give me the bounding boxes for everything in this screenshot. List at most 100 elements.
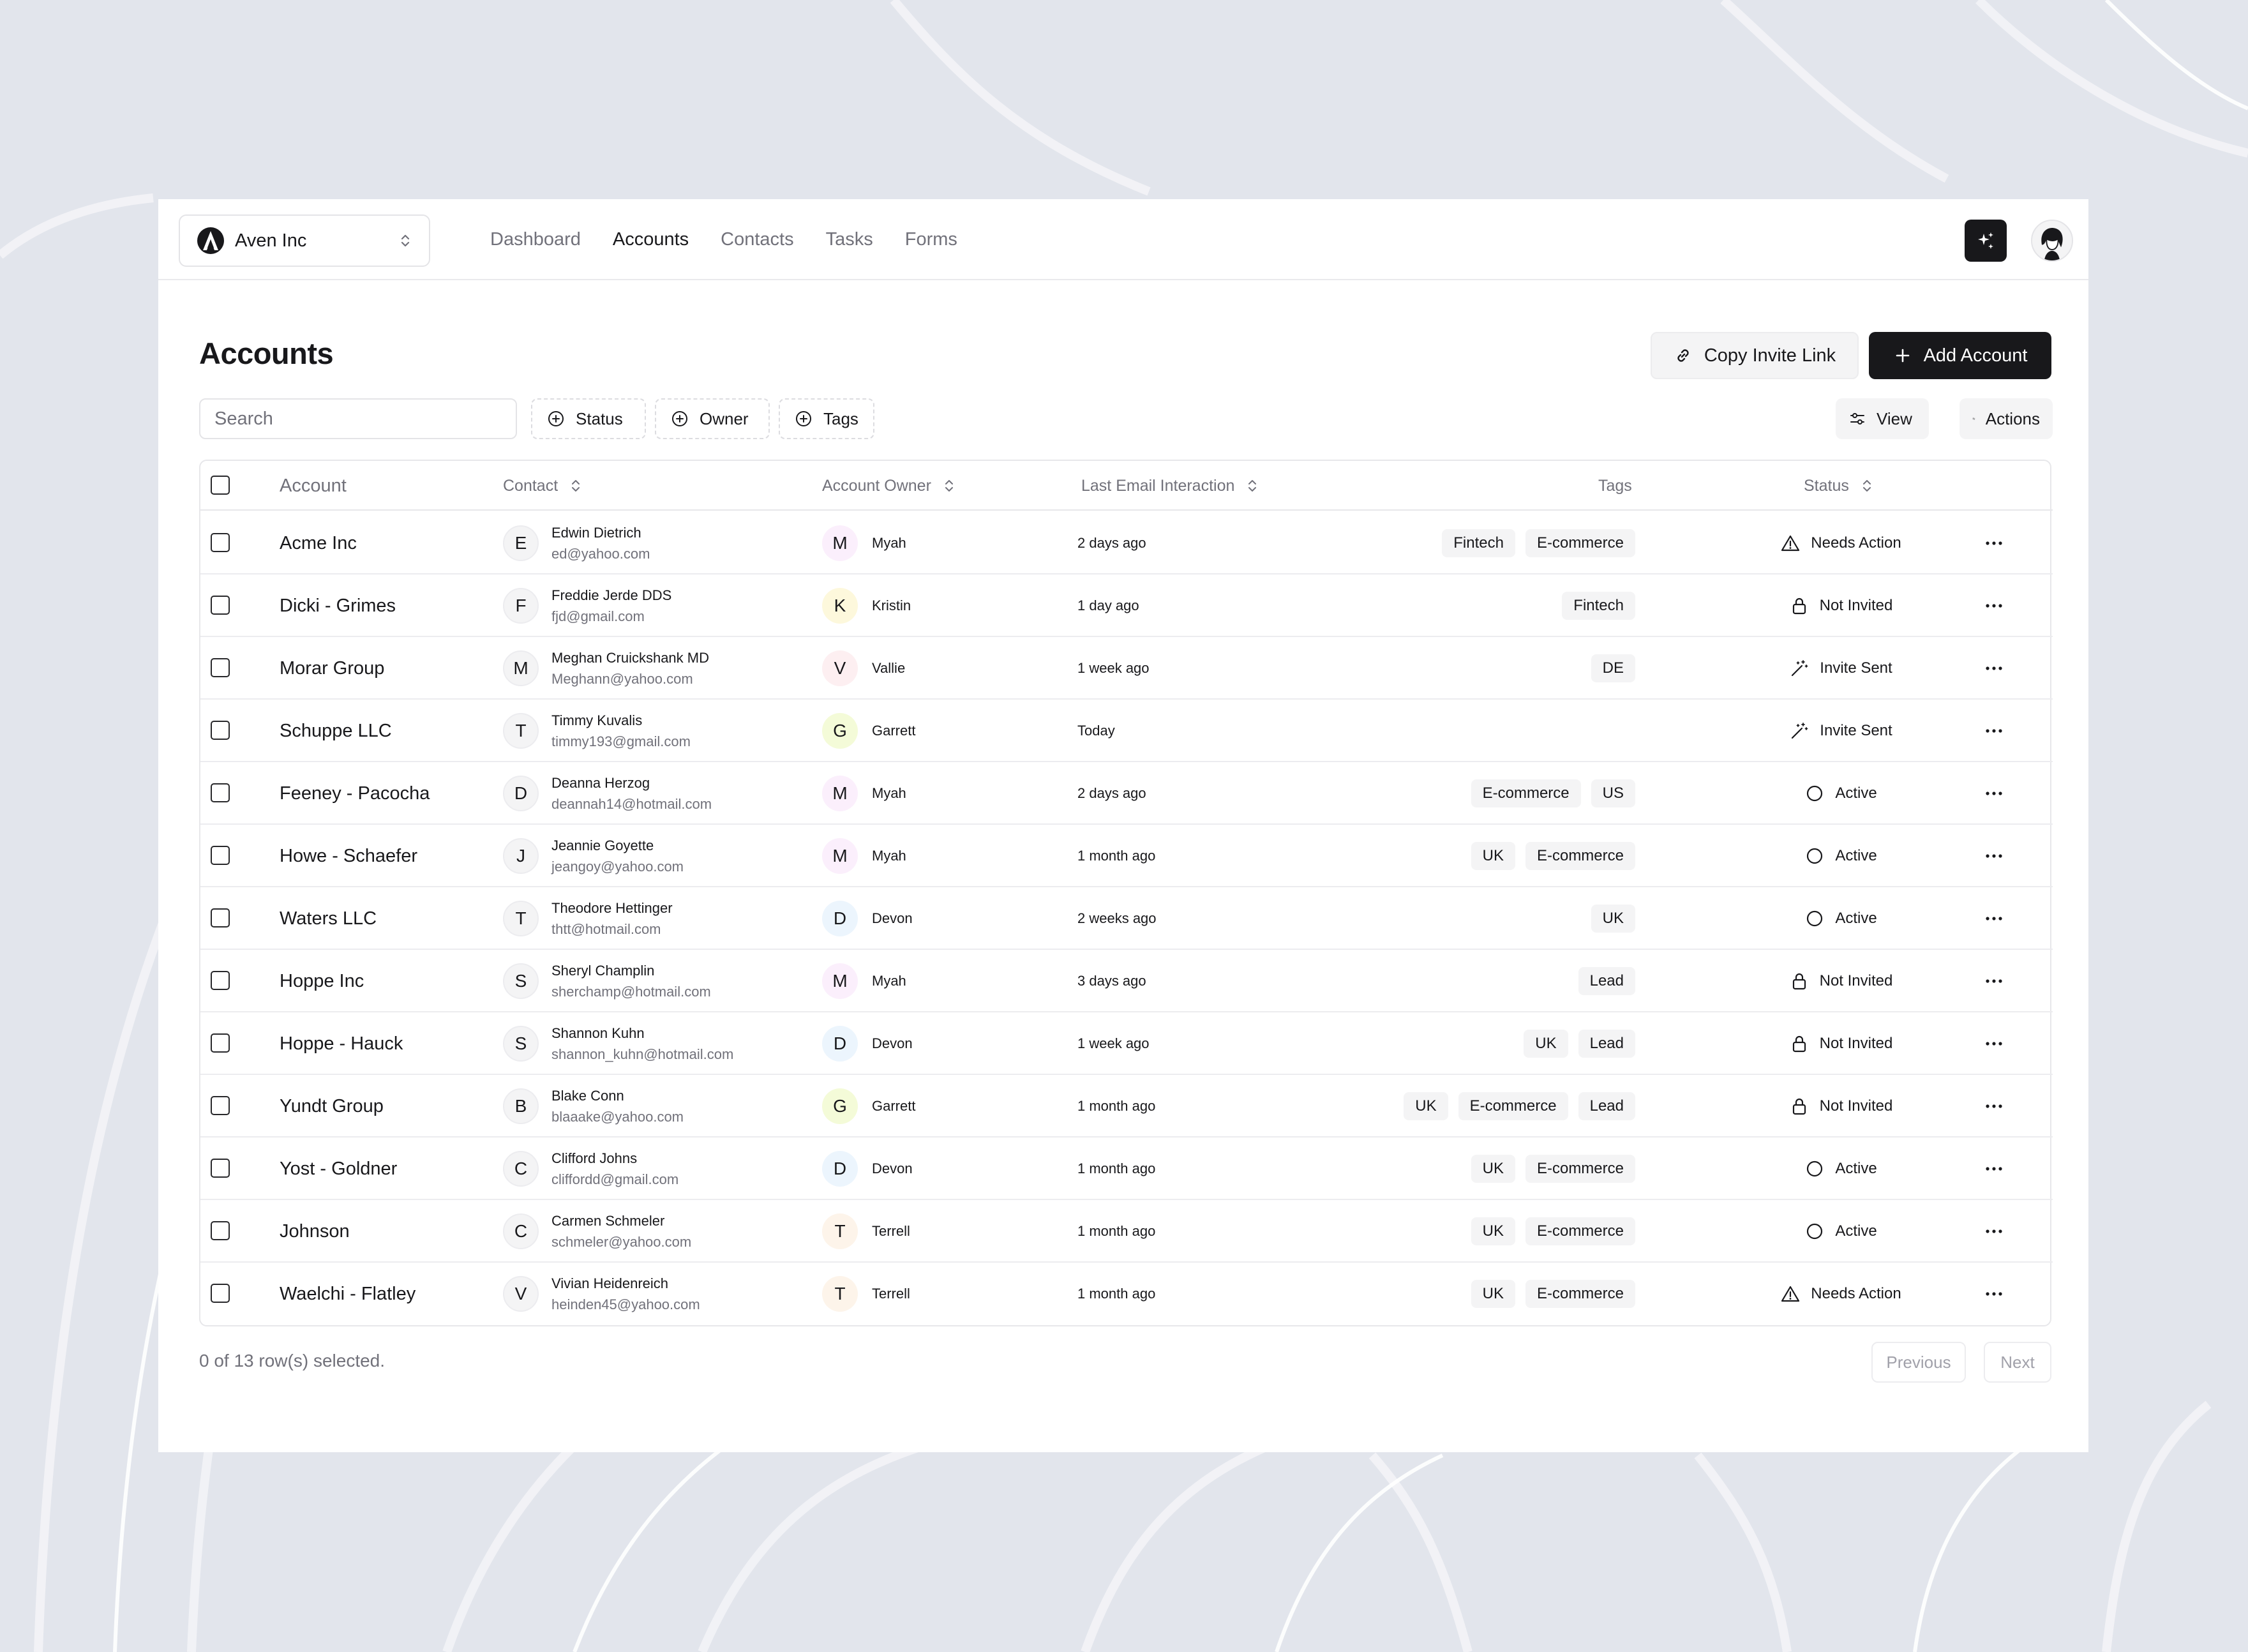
org-switcher[interactable]: Aven Inc <box>179 214 430 267</box>
sliders-icon <box>1972 417 1975 420</box>
column-header-account-owner[interactable]: Account Owner <box>822 461 955 511</box>
row-actions-menu[interactable] <box>1981 656 2007 681</box>
user-avatar[interactable] <box>2031 220 2073 262</box>
table-row[interactable]: Acme Inc E Edwin Dietrich ed@yahoo.com M Myah… <box>200 512 2053 574</box>
row-actions-menu[interactable] <box>1981 906 2007 931</box>
row-actions-menu[interactable] <box>1981 718 2007 744</box>
table-row[interactable]: Howe - Schaefer J Jeannie Goyette jeangoy@y… <box>200 825 2053 887</box>
lock-icon <box>1792 973 1806 990</box>
row-actions-menu[interactable] <box>1981 593 2007 619</box>
account-name[interactable]: Morar Group <box>280 657 385 679</box>
row-actions-menu[interactable] <box>1981 968 2007 994</box>
nav-contacts[interactable]: Contacts <box>721 229 794 250</box>
status-filter-button[interactable]: Status <box>531 398 646 439</box>
account-name[interactable]: Johnson <box>280 1220 350 1242</box>
more-horizontal-icon <box>1986 1229 2002 1233</box>
contact-cell: B Blake Conn blaaake@yahoo.com <box>503 1075 684 1138</box>
tags-cell: UK Lead <box>1513 1012 1635 1075</box>
row-actions-menu[interactable] <box>1981 1156 2007 1182</box>
actions-button[interactable]: Actions <box>1960 398 2053 439</box>
tag-badge: UK <box>1471 842 1515 870</box>
owner-name: Myah <box>872 848 906 864</box>
account-name[interactable]: Schuppe LLC <box>280 720 392 741</box>
lock-icon <box>1792 597 1806 615</box>
row-actions-menu[interactable] <box>1981 781 2007 806</box>
table-row[interactable]: Hoppe Inc S Sheryl Champlin sherchamp@hotma… <box>200 950 2053 1012</box>
table-row[interactable]: Dicki - Grimes F Freddie Jerde DDS fjd@gmai… <box>200 574 2053 637</box>
column-header-last-email[interactable]: Last Email Interaction <box>1081 461 1259 511</box>
add-account-button[interactable]: Add Account <box>1869 332 2051 379</box>
column-header-status[interactable]: Status <box>1804 461 1873 511</box>
tags-cell: DE <box>1581 637 1635 700</box>
app-window: Aven Inc Dashboard Accounts Contacts Tas… <box>158 199 2088 1452</box>
account-name[interactable]: Acme Inc <box>280 532 357 553</box>
row-checkbox[interactable] <box>211 971 230 990</box>
tags-filter-button[interactable]: Tags <box>779 398 874 439</box>
row-actions-menu[interactable] <box>1981 1281 2007 1307</box>
account-name[interactable]: Howe - Schaefer <box>280 845 417 866</box>
contact-cell: S Sheryl Champlin sherchamp@hotmail.com <box>503 950 711 1012</box>
contact-name: Freddie Jerde DDS <box>551 587 672 603</box>
table-row[interactable]: Hoppe - Hauck S Shannon Kuhn shannon_kuhn@h… <box>200 1012 2053 1075</box>
table-row[interactable]: Yost - Goldner C Clifford Johns cliffordd@g… <box>200 1138 2053 1200</box>
table-row[interactable]: Schuppe LLC T Timmy Kuvalis timmy193@gmail.… <box>200 700 2053 762</box>
row-actions-menu[interactable] <box>1981 1031 2007 1056</box>
contact-email: deannah14@hotmail.com <box>551 796 712 812</box>
row-checkbox[interactable] <box>211 1284 230 1303</box>
row-checkbox[interactable] <box>211 846 230 865</box>
contact-email: blaaake@yahoo.com <box>551 1109 684 1125</box>
row-checkbox[interactable] <box>211 908 230 927</box>
row-actions-menu[interactable] <box>1981 1093 2007 1119</box>
row-actions-menu[interactable] <box>1981 843 2007 869</box>
account-name[interactable]: Dicki - Grimes <box>280 595 396 616</box>
row-checkbox[interactable] <box>211 596 230 615</box>
ai-assistant-button[interactable] <box>1965 220 2007 262</box>
circle-icon <box>1807 848 1823 864</box>
tag-badge: UK <box>1591 905 1635 933</box>
nav-accounts[interactable]: Accounts <box>612 229 689 250</box>
contact-email: jeangoy@yahoo.com <box>551 859 684 875</box>
column-header-contact[interactable]: Contact <box>503 461 582 511</box>
row-actions-menu[interactable] <box>1981 530 2007 556</box>
account-name[interactable]: Feeney - Pacocha <box>280 783 430 804</box>
table-row[interactable]: Morar Group M Meghan Cruickshank MD Meghann… <box>200 637 2053 700</box>
account-name[interactable]: Yost - Goldner <box>280 1158 398 1179</box>
contact-name: Meghan Cruickshank MD <box>551 650 709 666</box>
previous-page-button[interactable]: Previous <box>1871 1342 1966 1383</box>
more-horizontal-icon <box>1986 1104 2002 1108</box>
account-name[interactable]: Yundt Group <box>280 1095 384 1116</box>
nav-dashboard[interactable]: Dashboard <box>490 229 581 250</box>
row-checkbox[interactable] <box>211 783 230 802</box>
account-name[interactable]: Waelchi - Flatley <box>280 1283 416 1304</box>
row-checkbox[interactable] <box>211 1221 230 1240</box>
row-actions-menu[interactable] <box>1981 1219 2007 1244</box>
nav-links: Dashboard Accounts Contacts Tasks Forms <box>490 199 989 280</box>
row-checkbox[interactable] <box>211 721 230 740</box>
status-label: Not Invited <box>1819 972 1893 989</box>
contact-cell: V Vivian Heidenreich heinden45@yahoo.com <box>503 1263 700 1325</box>
table-row[interactable]: Waters LLC T Theodore Hettinger thtt@hotmai… <box>200 887 2053 950</box>
account-name[interactable]: Waters LLC <box>280 908 377 929</box>
row-checkbox[interactable] <box>211 658 230 677</box>
row-checkbox[interactable] <box>211 1159 230 1178</box>
row-checkbox[interactable] <box>211 1033 230 1053</box>
copy-invite-link-button[interactable]: Copy Invite Link <box>1651 332 1859 379</box>
row-checkbox[interactable] <box>211 1096 230 1115</box>
nav-forms[interactable]: Forms <box>904 229 957 250</box>
account-name[interactable]: Hoppe Inc <box>280 970 364 991</box>
row-checkbox[interactable] <box>211 533 230 552</box>
table-row[interactable]: Waelchi - Flatley V Vivian Heidenreich hein… <box>200 1263 2053 1325</box>
contact-cell: C Clifford Johns cliffordd@gmail.com <box>503 1138 678 1200</box>
account-name[interactable]: Hoppe - Hauck <box>280 1033 403 1054</box>
owner-filter-button[interactable]: Owner <box>655 398 770 439</box>
last-email-interaction: 1 week ago <box>1077 1035 1150 1051</box>
select-all-checkbox[interactable] <box>211 476 230 495</box>
table-row[interactable]: Yundt Group B Blake Conn blaaake@yahoo.com G… <box>200 1075 2053 1138</box>
table-row[interactable]: Feeney - Pacocha D Deanna Herzog deannah14@… <box>200 762 2053 825</box>
view-options-button[interactable]: View <box>1836 398 1929 439</box>
owner-name: Devon <box>872 1160 913 1176</box>
nav-tasks[interactable]: Tasks <box>825 229 873 250</box>
next-page-button[interactable]: Next <box>1984 1342 2051 1383</box>
search-input[interactable] <box>199 398 517 439</box>
table-row[interactable]: Johnson C Carmen Schmeler schmeler@yahoo.co… <box>200 1200 2053 1263</box>
